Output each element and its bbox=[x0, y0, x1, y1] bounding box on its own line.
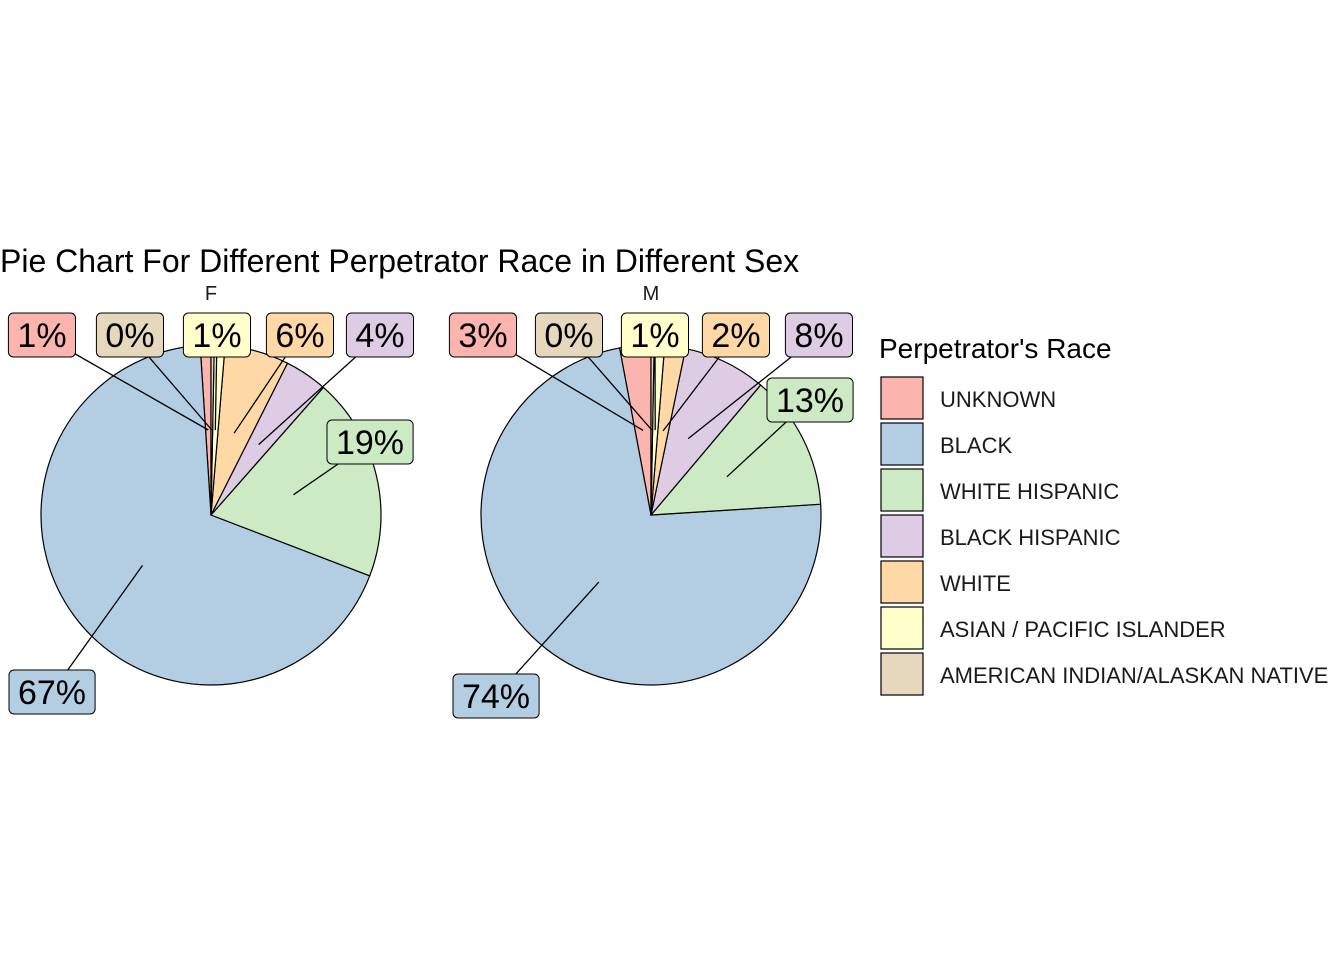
legend-title: Perpetrator's Race bbox=[879, 333, 1112, 364]
data-label-f-black: 67% bbox=[8, 669, 96, 715]
data-label-box-f-white-hispanic bbox=[326, 419, 414, 465]
legend-label-white-hispanic: WHITE HISPANIC bbox=[940, 479, 1119, 504]
legend: Perpetrator's Race UNKNOWN BLACK WHITE HIS… bbox=[879, 333, 1328, 696]
data-label-f-black-hispanic: 4% bbox=[345, 312, 414, 358]
data-label-text-m-black-hispanic: 8% bbox=[794, 317, 843, 355]
legend-item-asian-pacific-islander: ASIAN / PACIFIC ISLANDER bbox=[880, 606, 1226, 650]
legend-label-black-hispanic: BLACK HISPANIC bbox=[940, 525, 1121, 550]
data-label-m-asian-pacific-islander: 1% bbox=[620, 312, 690, 358]
data-label-box-m-asian-pacific-islander bbox=[620, 312, 690, 358]
legend-item-american-indian-alaskan-native: AMERICAN INDIAN/ALASKAN NATIVE bbox=[880, 652, 1328, 696]
legend-item-black: BLACK bbox=[880, 422, 1012, 466]
legend-swatch-american-indian-alaskan-native bbox=[880, 652, 924, 696]
data-label-m-black-hispanic: 8% bbox=[784, 312, 854, 358]
legend-item-white-hispanic: WHITE HISPANIC bbox=[880, 468, 1119, 512]
facet-label-f: F bbox=[205, 283, 217, 305]
legend-swatch-black bbox=[880, 422, 924, 466]
legend-label-asian-pacific-islander: ASIAN / PACIFIC ISLANDER bbox=[940, 617, 1226, 642]
data-label-text-f-unknown: 1% bbox=[17, 317, 66, 355]
legend-label-unknown: UNKNOWN bbox=[940, 387, 1056, 412]
data-label-box-m-black-hispanic bbox=[784, 312, 854, 358]
data-label-text-m-asian-pacific-islander: 1% bbox=[630, 317, 679, 355]
legend-item-black-hispanic: BLACK HISPANIC bbox=[880, 514, 1121, 558]
legend-label-black: BLACK bbox=[940, 433, 1012, 458]
data-label-box-f-american-indian-alaskan-native bbox=[95, 312, 164, 358]
data-label-f-american-indian-alaskan-native: 0% bbox=[95, 312, 164, 358]
legend-item-white: WHITE bbox=[880, 560, 1011, 604]
data-label-box-f-unknown bbox=[7, 312, 76, 358]
data-label-text-f-asian-pacific-islander: 1% bbox=[192, 317, 241, 355]
data-label-box-m-white bbox=[701, 312, 771, 358]
data-label-box-m-white-hispanic bbox=[766, 377, 854, 423]
data-label-text-m-white: 2% bbox=[711, 317, 760, 355]
data-label-m-white-hispanic: 13% bbox=[766, 377, 854, 423]
data-label-text-m-american-indian-alaskan-native: 0% bbox=[544, 317, 593, 355]
data-label-text-f-american-indian-alaskan-native: 0% bbox=[105, 317, 154, 355]
data-label-text-f-white-hispanic: 19% bbox=[336, 424, 404, 462]
legend-swatch-unknown bbox=[880, 376, 924, 420]
data-label-box-m-black bbox=[452, 673, 540, 719]
data-label-text-f-black: 67% bbox=[18, 674, 86, 712]
facet-m: M 3% 74% 13% 8% 2% 1% 0% bbox=[448, 283, 854, 719]
legend-swatch-asian-pacific-islander bbox=[880, 606, 924, 650]
legend-swatch-white bbox=[880, 560, 924, 604]
data-label-box-f-white bbox=[265, 312, 334, 358]
data-label-box-f-asian-pacific-islander bbox=[182, 312, 251, 358]
facet-label-m: M bbox=[643, 283, 660, 305]
legend-item-unknown: UNKNOWN bbox=[880, 376, 1056, 420]
legend-swatch-white-hispanic bbox=[880, 468, 924, 512]
data-label-box-f-black bbox=[8, 669, 96, 715]
data-label-box-m-unknown bbox=[448, 312, 517, 358]
data-label-m-black: 74% bbox=[452, 673, 540, 719]
data-label-m-unknown: 3% bbox=[448, 312, 517, 358]
data-label-f-white-hispanic: 19% bbox=[326, 419, 414, 465]
legend-swatch-black-hispanic bbox=[880, 514, 924, 558]
data-label-f-unknown: 1% bbox=[7, 312, 76, 358]
pie-slice-f-black bbox=[40, 344, 371, 686]
data-label-box-f-black-hispanic bbox=[345, 312, 414, 358]
data-label-text-m-white-hispanic: 13% bbox=[776, 382, 844, 420]
facet-f: F 1% 67% 19% 4% 6% 1% 0% bbox=[7, 283, 414, 715]
data-label-text-m-black: 74% bbox=[462, 678, 530, 716]
legend-label-american-indian-alaskan-native: AMERICAN INDIAN/ALASKAN NATIVE bbox=[940, 663, 1328, 688]
data-label-f-white: 6% bbox=[265, 312, 334, 358]
data-label-f-asian-pacific-islander: 1% bbox=[182, 312, 251, 358]
data-label-text-m-unknown: 3% bbox=[458, 317, 507, 355]
data-label-m-white: 2% bbox=[701, 312, 771, 358]
legend-label-white: WHITE bbox=[940, 571, 1011, 596]
data-label-m-american-indian-alaskan-native: 0% bbox=[534, 312, 604, 358]
data-label-text-f-black-hispanic: 4% bbox=[355, 317, 404, 355]
data-label-text-f-white: 6% bbox=[275, 317, 324, 355]
pie-slice-m-black bbox=[480, 347, 822, 686]
chart-title: Pie Chart For Different Perpetrator Race… bbox=[0, 243, 799, 279]
data-label-box-m-american-indian-alaskan-native bbox=[534, 312, 604, 358]
